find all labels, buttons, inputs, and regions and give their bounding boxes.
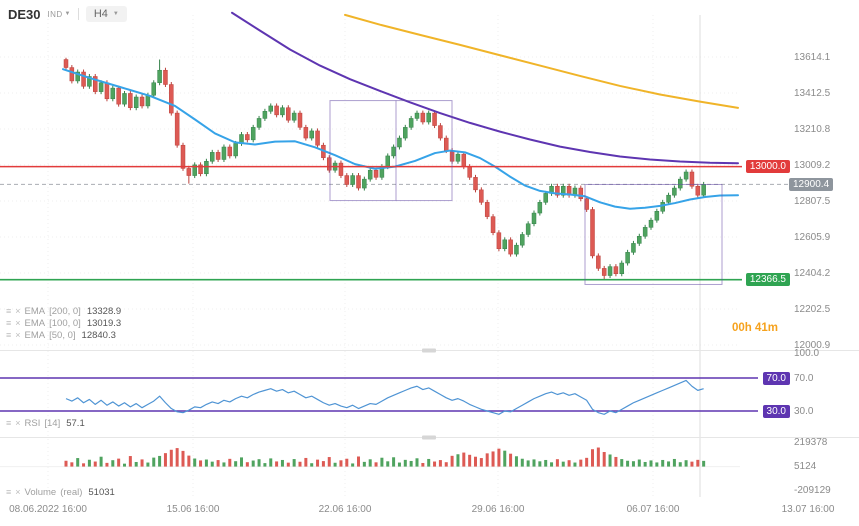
timeframe-label: H4 [93,8,108,20]
indicator-remove-icon[interactable]: × [15,487,21,497]
chevron-down-icon: ▼ [112,11,119,17]
time-axis-label: 22.06 16:00 [318,504,372,515]
indicator-menu-icon[interactable]: ≡ [6,487,12,497]
indicator-label: EMA [24,306,46,317]
drawing-boxes-layer[interactable] [329,100,723,285]
indicator-remove-icon[interactable]: × [15,330,21,340]
time-axis-label: 15.06 16:00 [166,504,220,515]
header-divider [77,8,79,20]
ema-overlays-layer [62,11,739,210]
ema-100-legend: ≡ × EMA [100, 0] 13019.3 [6,318,121,329]
indicator-value: 57.1 [66,418,85,429]
time-axis-label: 08.06.2022 16:00 [9,504,87,515]
indicator-label: RSI [24,418,41,429]
indicator-remove-icon[interactable]: × [15,306,21,316]
price-line-badge-support[interactable]: 12366.5 [745,273,790,287]
indicator-params: [50, 0] [49,330,76,341]
axis-tick-label: -209129 [794,484,831,496]
rsi-level-badge-30[interactable]: 30.0 [762,404,790,418]
instrument-type-dropdown[interactable]: IND ▼ [48,10,71,19]
ema-50-legend: ≡ × EMA [50, 0] 12840.3 [6,330,116,341]
axis-tick-label: 30.0 [794,406,814,417]
volume-legend: ≡ × Volume (real) 51031 [6,487,115,498]
indicator-params: (real) [60,487,83,498]
indicator-value: 51031 [88,487,115,498]
indicator-value: 13328.9 [86,306,122,317]
indicator-label: Volume [24,487,57,498]
indicator-params: [100, 0] [49,318,81,329]
time-axis-label: 06.07 16:00 [626,504,680,515]
indicator-menu-icon[interactable]: ≡ [6,418,12,428]
indicator-menu-icon[interactable]: ≡ [6,306,12,316]
timeframe-dropdown[interactable]: H4 ▼ [85,6,127,22]
axis-tick-label: 5124 [794,461,817,472]
candle-countdown: 00h 41m [731,322,778,334]
indicator-label: EMA [24,330,46,341]
indicator-value: 13019.3 [86,318,122,329]
price-line-badge-resistance[interactable]: 13000.0 [745,160,790,174]
panel-separators[interactable] [0,348,859,440]
indicator-menu-icon[interactable]: ≡ [6,318,12,328]
axis-tick-label: 13210.8 [794,124,831,135]
axis-tick-label: 70.0 [794,373,814,384]
axis-tick-label: 13412.5 [794,87,831,99]
axis-tick-label: 12000.9 [794,340,831,351]
axis-tick-label: 12605.9 [794,231,831,243]
axis-tick-label: 100.0 [794,348,820,360]
volume-layer [64,447,706,467]
axis-tick-label: 12202.5 [794,304,831,315]
indicator-value: 12840.3 [81,330,116,341]
time-axis-label: 29.06 16:00 [471,504,525,515]
indicator-menu-icon[interactable]: ≡ [6,330,12,340]
instrument-type-label: IND [47,9,63,19]
rsi-layer [0,377,758,415]
current-price-badge: 12900.4 [789,177,834,191]
rsi-legend: ≡ × RSI [14] 57.1 [6,418,85,429]
indicator-remove-icon[interactable]: × [15,318,21,328]
ema-200-legend: ≡ × EMA [200, 0] 13328.9 [6,306,121,317]
time-axis-label: 13.07 16:00 [781,504,835,515]
candlestick-layer [63,57,706,280]
horizontal-lines-layer[interactable] [0,165,742,281]
rsi-level-badge-70[interactable]: 70.0 [762,371,790,385]
indicator-params: [200, 0] [49,306,81,317]
axis-tick-label: 13614.1 [794,52,831,63]
axis-tick-label: 13009.2 [794,159,831,171]
indicator-params: [14] [44,418,61,429]
axis-tick-label: 12404.2 [794,268,831,279]
axis-tick-label: 219378 [794,437,828,448]
indicator-label: EMA [24,318,46,329]
indicator-remove-icon[interactable]: × [15,418,21,428]
symbol-label: DE30 [8,6,41,22]
chart-header: DE30 IND ▼ H4 ▼ [8,6,127,22]
chevron-down-icon: ▼ [64,11,71,17]
axis-tick-label: 12807.5 [794,196,831,207]
